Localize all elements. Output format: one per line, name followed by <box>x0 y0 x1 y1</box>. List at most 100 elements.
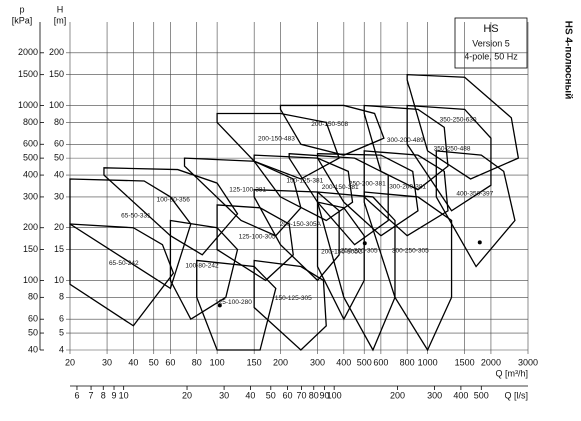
x2-tick-label: 100 <box>327 390 342 400</box>
pump-envelope <box>69 223 175 327</box>
x-tick-label: 200 <box>273 357 288 367</box>
y2-axis-unit: [kPa] <box>12 15 33 25</box>
x-tick-label: 2000 <box>481 357 501 367</box>
x-tick-label: 20 <box>65 357 75 367</box>
y2-tick-label: 80 <box>28 292 38 302</box>
x-tick-label: 500 <box>357 357 372 367</box>
pump-label: 65-50-242 <box>109 260 139 267</box>
y-tick-label: 6 <box>59 314 64 324</box>
x2-tick-label: 80 <box>309 390 319 400</box>
pump-envelope <box>216 204 294 282</box>
y2-axis-label: p <box>19 4 24 14</box>
x2-tick-label: 7 <box>89 390 94 400</box>
pump-label: 300-200-489 <box>387 137 424 144</box>
operating-point <box>217 303 222 308</box>
x2-tick-label: 70 <box>297 390 307 400</box>
pump-label: 200-150-305A <box>280 221 322 228</box>
pump-envelope <box>316 153 419 237</box>
y2-tick-label: 400 <box>23 169 38 179</box>
pump-envelope <box>316 201 365 321</box>
pump-label: 300-200-381 <box>389 184 426 191</box>
pump-label: 125-100-381 <box>229 186 266 193</box>
y-tick-label: 50 <box>54 152 64 162</box>
y2-tick-label: 50 <box>28 327 38 337</box>
x-axis-label: Q [m³/h] <box>495 368 528 378</box>
pump-envelope <box>406 104 492 212</box>
x2-tick-label: 300 <box>427 390 442 400</box>
pump-envelope <box>363 191 453 352</box>
x-tick-label: 100 <box>210 357 225 367</box>
y-axis-label: H <box>57 4 64 14</box>
pump-label: 200-150-381 <box>322 184 359 191</box>
pump-envelope <box>288 152 389 246</box>
y2-tick-label: 800 <box>23 117 38 127</box>
pump-label: 200-150-508 <box>311 121 348 128</box>
x-tick-label: 40 <box>128 357 138 367</box>
operating-point <box>362 241 367 246</box>
operating-point <box>477 240 482 245</box>
y2-tick-label: 300 <box>23 191 38 201</box>
y-tick-label: 100 <box>49 100 64 110</box>
x-tick-label: 30 <box>102 357 112 367</box>
pump-label: 65-50-331 <box>121 212 151 219</box>
pump-label: 150-125-305 <box>275 295 312 302</box>
y-tick-label: 150 <box>49 69 64 79</box>
x-tick-label: 60 <box>165 357 175 367</box>
y2-tick-label: 1000 <box>18 100 38 110</box>
x2-tick-label: 20 <box>182 390 192 400</box>
x-tick-label: 1500 <box>455 357 475 367</box>
pump-envelope <box>216 112 340 180</box>
y2-tick-label: 200 <box>23 222 38 232</box>
pump-label: 200-150-483 <box>258 135 295 142</box>
pump-label: 125-100-305 <box>239 234 276 241</box>
y-tick-label: 8 <box>59 292 64 302</box>
pump-label: 250-200-305 <box>341 248 378 255</box>
y-tick-label: 4 <box>59 344 64 354</box>
x2-tick-label: 500 <box>474 390 489 400</box>
y-tick-label: 60 <box>54 139 64 149</box>
x2-tick-label: 10 <box>119 390 129 400</box>
y2-tick-label: 40 <box>28 344 38 354</box>
side-title: HS 4-полюсный <box>562 21 573 100</box>
x2-tick-label: 6 <box>74 390 79 400</box>
x-tick-label: 300 <box>310 357 325 367</box>
pump-envelope <box>253 189 340 282</box>
pump-envelope <box>279 104 385 156</box>
x2-tick-label: 30 <box>219 390 229 400</box>
pump-envelope <box>316 191 396 352</box>
x-tick-label: 800 <box>400 357 415 367</box>
y-tick-label: 30 <box>54 191 64 201</box>
y2-tick-label: 2000 <box>18 47 38 57</box>
y-tick-label: 40 <box>54 169 64 179</box>
pump-label: 300-250-305 <box>392 248 429 255</box>
y-tick-label: 10 <box>54 275 64 285</box>
y-tick-label: 200 <box>49 47 64 57</box>
x2-tick-label: 60 <box>282 390 292 400</box>
pump-envelope <box>253 259 327 351</box>
y-tick-label: 5 <box>59 327 64 337</box>
y-axis-unit: [m] <box>54 15 67 25</box>
y2-tick-label: 100 <box>23 275 38 285</box>
pump-envelope <box>103 167 239 256</box>
x-tick-label: 50 <box>149 357 159 367</box>
x-tick-label: 150 <box>247 357 262 367</box>
x-tick-label: 80 <box>192 357 202 367</box>
pump-label: 250-200-381 <box>349 181 386 188</box>
pump-label: 100-80-242 <box>185 263 219 270</box>
pump-envelope <box>406 73 520 180</box>
pump-label: 400-350-397 <box>456 190 493 197</box>
pump-envelope <box>435 150 516 268</box>
x-tick-label: 600 <box>373 357 388 367</box>
x-tick-label: 400 <box>336 357 351 367</box>
pump-label: 350-250-488 <box>434 146 471 153</box>
pump-envelope <box>196 259 277 351</box>
pump-label: 100-80-356 <box>157 197 191 204</box>
x2-tick-label: 90 <box>320 390 330 400</box>
y-tick-label: 20 <box>54 222 64 232</box>
y2-tick-label: 60 <box>28 314 38 324</box>
chart-subtitle: 4-pole, 50 Hz <box>464 51 518 61</box>
y2-tick-label: 1500 <box>18 69 38 79</box>
pump-label: 350-250-630 <box>440 116 477 123</box>
y2-tick-label: 500 <box>23 152 38 162</box>
